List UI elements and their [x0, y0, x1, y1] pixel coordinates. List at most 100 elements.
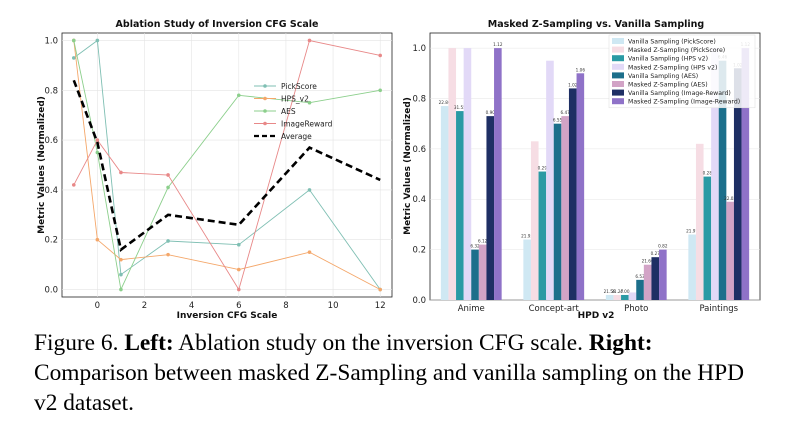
left-y-tick-label: 0.8 — [44, 86, 58, 96]
right-bar-value-label: 0.90 — [486, 110, 496, 115]
left-legend-marker — [263, 121, 267, 126]
right-bar-value-label: 21.93 — [521, 234, 533, 239]
left-series-point — [71, 38, 76, 43]
right-x-tick-label: Concept-art — [529, 304, 580, 314]
right-bar-value-label: 0.27 — [651, 251, 661, 256]
left-series-line-average — [72, 79, 381, 252]
left-series-point — [236, 242, 241, 247]
left-series-point — [95, 150, 100, 155]
right-bar-value-label: 22.05 — [724, 196, 736, 201]
right-bar — [471, 249, 479, 300]
left-series-point — [236, 267, 241, 272]
left-series-point — [236, 93, 241, 98]
right-bar — [546, 60, 554, 300]
left-series-point — [307, 100, 312, 105]
right-bar-value-label: 0.29 — [538, 166, 548, 171]
right-bar — [688, 234, 696, 300]
left-x-tick-label: 0 — [95, 301, 100, 311]
right-bar-value-label: 31.55 — [454, 105, 466, 110]
left-series-point — [119, 272, 123, 277]
left-legend: PickScore HPS_v2 AES ImageReward Average — [254, 82, 333, 141]
right-legend-label: Vanilla Sampling (Image-Reward) — [628, 90, 731, 97]
right-bar — [703, 176, 712, 300]
right-bar — [733, 68, 742, 300]
right-bar — [576, 73, 585, 301]
right-legend-box — [608, 34, 756, 109]
right-bar — [726, 201, 734, 300]
right-bar — [456, 111, 464, 301]
right-x-tick-label: Paintings — [699, 304, 738, 314]
left-series-line-pickscore — [73, 39, 381, 290]
right-y-axis-label: Metric Values (Normalized) — [403, 97, 413, 235]
right-bar — [538, 171, 547, 300]
caption-left-text: Ablation study on the inversion CFG scal… — [178, 330, 583, 356]
right-x-tick-label: Anime — [458, 304, 485, 314]
right-bar — [486, 116, 495, 300]
left-series-point — [166, 185, 170, 190]
right-bar — [440, 106, 449, 300]
right-chart: Masked Z-Sampling vs. Vanilla Sampling 2… — [403, 19, 761, 321]
left-chart: Ablation Study of Inversion CFG Scale 0 2… — [37, 19, 393, 321]
right-bar — [568, 88, 577, 300]
left-series-point — [95, 138, 100, 142]
left-y-tick-label: 0.4 — [44, 186, 58, 196]
caption-right-text: Comparison between masked Z-Sampling and… — [34, 360, 745, 416]
right-bar — [636, 279, 644, 300]
right-bar — [605, 294, 614, 300]
right-legend-label: Masked Z-Sampling (AES) — [628, 82, 708, 89]
right-legend-swatch — [612, 89, 624, 96]
right-legend: Vanilla Sampling (PickScore)Masked Z-Sam… — [608, 34, 756, 109]
right-bar-value-label: 21.97 — [686, 229, 698, 234]
right-legend-swatch — [612, 63, 624, 70]
right-bar — [530, 141, 539, 300]
right-y-tick-label: 1.0 — [412, 44, 426, 54]
right-bar — [494, 48, 502, 301]
left-y-tick-label: 1.0 — [44, 36, 58, 46]
right-legend-swatch — [612, 55, 624, 62]
left-x-tick-label: 12 — [375, 301, 386, 311]
left-series-point — [307, 38, 312, 43]
right-y-tick-label: 0.0 — [412, 296, 426, 306]
left-x-tick-label: 4 — [189, 301, 194, 311]
right-legend-label: Masked Z-Sampling (PickScore) — [628, 47, 725, 54]
left-series-point — [119, 257, 123, 262]
left-x-tick-label: 10 — [328, 301, 339, 311]
left-series-line-imagereward — [73, 39, 381, 291]
left-series-point — [378, 287, 383, 292]
figure-caption: Figure 6. Left: Ablation study on the in… — [34, 328, 764, 418]
left-y-axis-label: Metric Values (Normalized) — [37, 96, 47, 234]
left-y-tick-label: 0.6 — [44, 136, 58, 146]
left-grid — [62, 33, 392, 297]
right-bar — [621, 294, 629, 300]
right-bar-value-label: 0.82 — [658, 244, 668, 249]
right-bar — [463, 48, 472, 301]
right-legend-label: Masked Z-Sampling (HPS v2) — [628, 64, 717, 71]
right-bar-value-label: 1.12 — [493, 42, 503, 47]
left-legend-label: HPS_v2 — [281, 95, 309, 104]
right-bar-value-label: 1.02 — [568, 82, 578, 87]
right-bar-value-label: 21.66 — [642, 259, 654, 264]
left-x-axis-label: Inversion CFG Scale — [177, 311, 278, 321]
right-chart-title: Masked Z-Sampling vs. Vanilla Sampling — [488, 19, 704, 30]
right-bar-value-label: 21.27 — [611, 289, 623, 294]
right-bar-value-label: 1.06 — [576, 67, 586, 72]
left-y-tick-label: 0.0 — [44, 286, 58, 296]
right-legend-label: Vanilla Sampling (PickScore) — [628, 39, 716, 46]
left-series-point — [95, 237, 100, 242]
left-chart-title: Ablation Study of Inversion CFG Scale — [116, 19, 319, 30]
left-y-tick-label: 0.2 — [44, 236, 58, 246]
right-bar-value-label: 6.32 — [470, 244, 480, 249]
right-legend-swatch — [612, 38, 624, 44]
right-legend-label: Masked Z-Sampling (Image-Reward) — [628, 99, 740, 106]
left-series-point — [378, 53, 383, 58]
left-legend-marker — [263, 84, 267, 88]
right-bar-value-label: 4.00 — [620, 289, 630, 294]
right-y-tick-label: 0.6 — [412, 145, 426, 155]
left-series-point — [307, 250, 312, 254]
left-plot-frame — [61, 32, 393, 298]
left-x-tick-label: 8 — [283, 301, 288, 311]
right-x-tick-label: Photo — [624, 304, 648, 314]
left-ticks: 0 2 4 6 8 10 12 0.0 0.2 0.4 0.6 0.8 1.0 — [44, 36, 385, 311]
